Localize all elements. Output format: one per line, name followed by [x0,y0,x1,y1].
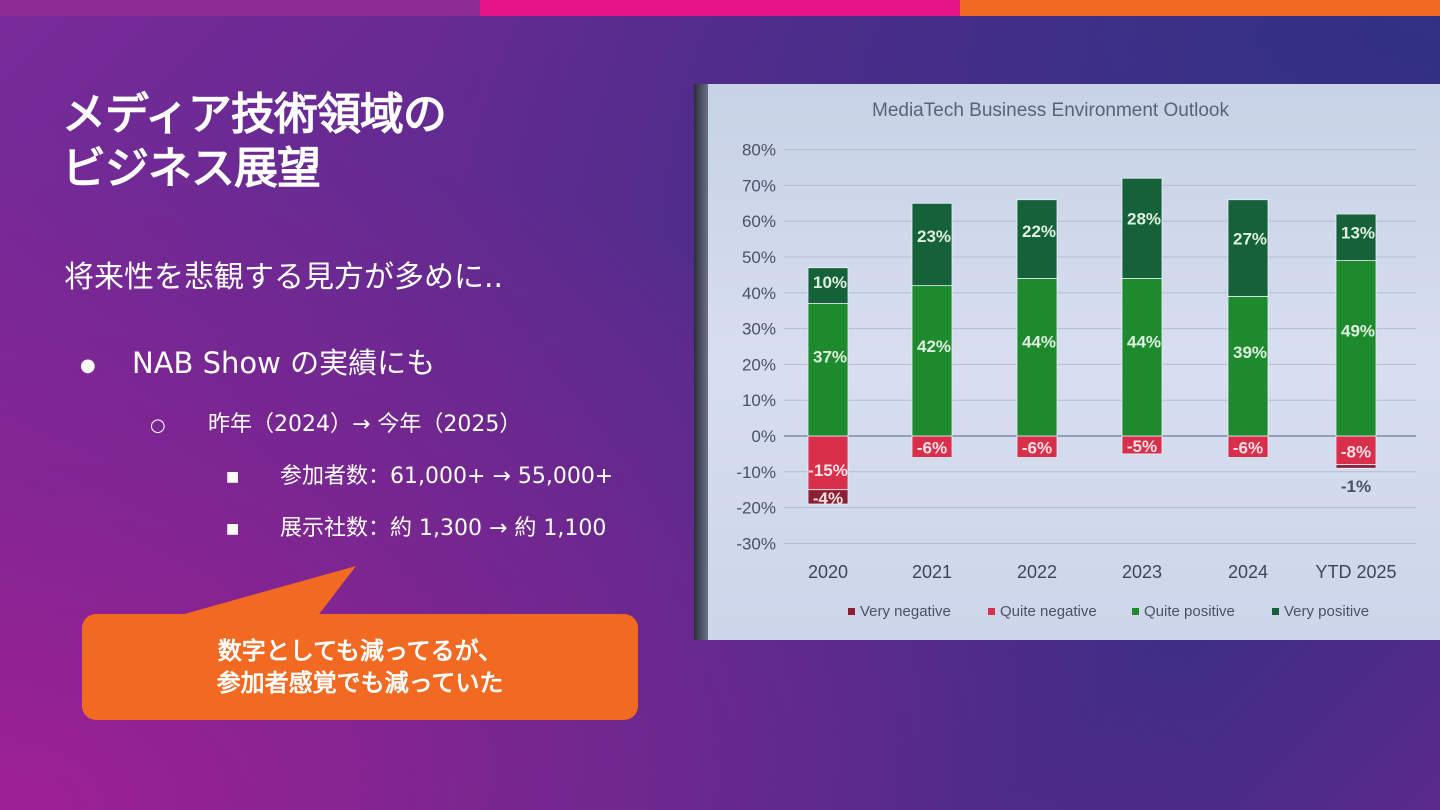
chart-photo: MediaTech Business Environment Outlook -… [694,84,1440,640]
data-label: -6% [1233,439,1263,458]
accent-bar-pink [480,0,960,16]
x-tick-label: 2023 [1122,562,1162,582]
bullet-square-icon: ■ [226,469,240,485]
data-label: -6% [1022,439,1052,458]
stacked-bar-chart: -30% -20% -10% 0% 10% 20% 30% 40% 50% 60% 70% 80% 37… [736,141,1416,620]
callout-line2: 参加者感覚でも減っていた [216,669,504,697]
bar-segment [1121,278,1163,437]
bullet-level3-exhibitors: ■ 展示社数：約 1,300 → 約 1,100 [226,510,606,542]
photo-screen-edge [694,84,708,640]
bar-segment [807,303,849,437]
bar-segment [1121,177,1163,279]
y-tick-label: 0% [751,427,776,446]
data-label: 44% [1127,332,1161,351]
legend-label: Quite positive [1144,603,1235,620]
x-tick-label: 2021 [912,562,952,582]
data-label: 23% [917,227,951,246]
x-tick-label: 2020 [808,562,848,582]
bullet-level3-attendees: ■ 参加者数：61,000+ → 55,000+ [226,458,613,490]
bullet-square-icon: ■ [226,521,240,537]
y-tick-label: -20% [736,499,776,518]
legend-swatch [848,608,855,615]
callout-line1: 数字としても減ってるが、 [217,637,503,665]
y-tick-label: 70% [742,176,776,195]
bar-segment [807,267,849,304]
data-label: -8% [1341,442,1371,461]
x-tick-label: YTD 2025 [1315,562,1396,582]
bullet-dot-icon: ● [80,354,96,376]
y-tick-label: 60% [742,212,776,231]
bullet-circle-icon: ○ [150,415,166,436]
legend-swatch [1272,608,1279,615]
bar-segment [1335,213,1377,261]
data-label: 42% [917,337,951,356]
data-label: -4% [813,489,843,508]
y-tick-label: 80% [742,141,776,160]
bullet-level3-attendees-text: 参加者数：61,000+ → 55,000+ [280,464,614,489]
data-label: -15% [808,461,848,480]
data-label: 13% [1341,224,1375,243]
bar-segment [1227,199,1269,297]
data-label: 37% [813,348,847,367]
x-tick-label: 2022 [1017,562,1057,582]
y-tick-label: -10% [736,463,776,482]
data-label: 39% [1233,343,1267,362]
bar-segment [1227,295,1269,437]
bar-segment [1016,199,1058,279]
bar-segment [911,285,953,437]
y-tick-label: 40% [742,284,776,303]
callout-bubble: 数字としても減ってるが、 参加者感覚でも減っていた [82,614,638,720]
bar-segment [911,202,953,287]
bar-segment [807,435,849,491]
y-tick-label: 20% [742,355,776,374]
data-label: 10% [813,273,847,292]
legend-label: Very positive [1284,603,1369,620]
data-label: 49% [1341,322,1375,341]
data-label: -5% [1127,437,1157,456]
data-label: -1% [1341,477,1371,496]
bullet-level1: ● NAB Show の実績にも [80,340,435,382]
bar-segment [1335,260,1377,437]
bullet-level2: ○ 昨年（2024）→ 今年（2025） [150,406,521,438]
legend-label: Very negative [860,603,951,620]
bullet-level1-text: NAB Show の実績にも [132,346,436,380]
y-tick-label: 50% [742,248,776,267]
y-tick-label: -30% [736,534,776,553]
bar-segment [1335,464,1377,469]
data-label: -6% [917,439,947,458]
legend-swatch [988,608,995,615]
slide-title-line1: メディア技術領域の [62,89,447,140]
data-label: 44% [1022,332,1056,351]
slide-title-line2: ビジネス展望 [62,143,321,194]
legend-swatch [1132,608,1139,615]
data-label: 27% [1233,229,1267,248]
bullet-level3-exhibitors-text: 展示社数：約 1,300 → 約 1,100 [280,516,607,541]
data-label: 22% [1022,222,1056,241]
legend-label: Quite negative [1000,603,1097,620]
y-tick-label: 10% [742,391,776,410]
chart-title: MediaTech Business Environment Outlook [872,100,1229,121]
bar-segment [1016,278,1058,437]
bullet-level2-text: 昨年（2024）→ 今年（2025） [208,412,522,437]
data-label: 28% [1127,209,1161,228]
slide-title: メディア技術領域の ビジネス展望 [62,88,662,196]
accent-bar-orange [960,0,1440,16]
slide-subtitle: 将来性を悲観する見方が多めに.. [64,260,504,295]
accent-bar-purple [0,0,480,16]
y-tick-label: 30% [742,320,776,339]
callout-tail [170,566,356,626]
x-tick-label: 2024 [1228,562,1268,582]
bar-segment [807,489,849,505]
